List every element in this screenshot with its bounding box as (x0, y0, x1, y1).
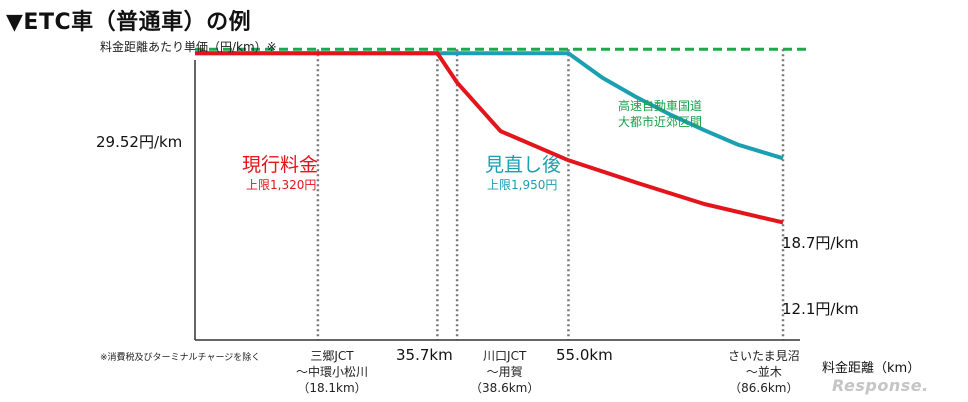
revised-fare-label: 見直し後 (485, 154, 562, 176)
place-label-kawaguchi: 川口JCT 〜用賀 （38.6km） (470, 348, 539, 396)
expressway-label-line2: 大都市近郊区間 (618, 115, 703, 129)
series-lines (195, 47, 809, 225)
place-label-misato: 三郷JCT 〜中環小松川 （18.1km） (296, 348, 368, 396)
chart-title: ▼ETC車（普通車）の例 (6, 10, 252, 35)
place-kawaguchi-line1: 川口JCT (483, 349, 527, 363)
place-saitama-line1: さいたま見沼 (728, 349, 800, 363)
current-fare-cap: 上限1,320円 (246, 178, 317, 192)
x-tick-55-0: 55.0km (556, 346, 613, 364)
x-axis-label: 料金距離（km） (822, 361, 921, 376)
response-logo: Response. (832, 376, 929, 395)
place-label-saitama: さいたま見沼 〜並木 （86.6km） (728, 348, 800, 396)
y-tick-label: 29.52円/km (96, 133, 183, 151)
revised-end-value: 18.7円/km (782, 234, 859, 252)
y-axis-label: 料金距離あたり単価（円/km）※ (100, 40, 277, 54)
expressway-label: 高速自動車国道 大都市近郊区間 (618, 98, 702, 130)
place-misato-line3: （18.1km） (297, 381, 367, 395)
place-saitama-line2: 〜並木 (745, 365, 782, 379)
current-end-value: 12.1円/km (782, 300, 859, 318)
place-saitama-line3: （86.6km） (729, 381, 799, 395)
revised-fare-cap: 上限1,950円 (487, 178, 558, 192)
footnote: ※消費税及びターミナルチャージを除く (100, 353, 261, 363)
place-misato-line1: 三郷JCT (310, 349, 354, 363)
place-kawaguchi-line3: （38.6km） (470, 381, 540, 395)
expressway-label-line1: 高速自動車国道 (618, 99, 703, 113)
series-line-0 (195, 51, 784, 225)
series-line-1 (195, 51, 784, 161)
place-misato-line2: 〜中環小松川 (296, 365, 369, 379)
place-kawaguchi-line2: 〜用賀 (486, 365, 523, 379)
current-fare-label: 現行料金 (242, 154, 319, 176)
guide-lines (316, 49, 785, 340)
x-tick-35-7: 35.7km (396, 346, 453, 364)
